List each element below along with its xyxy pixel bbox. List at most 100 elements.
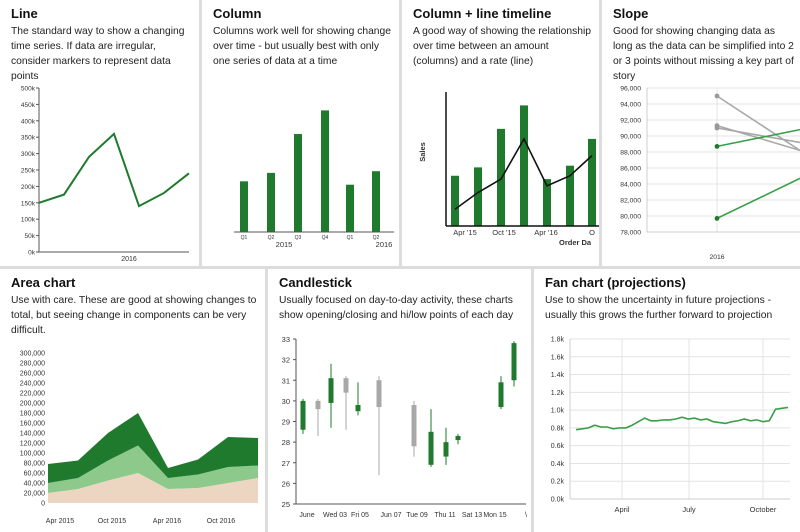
slope-point (714, 125, 720, 131)
x-tick-label: Oct '15 (492, 228, 516, 237)
slope-line (716, 95, 800, 152)
y-tick-label: 20,000 (24, 491, 46, 498)
y-tick-label: 1.6k (551, 354, 565, 361)
y-tick-label: 30 (282, 397, 290, 406)
candle-body (511, 343, 517, 381)
y-tick-label: 88,000 (620, 150, 641, 157)
x-tick-label: Wed 03 (323, 512, 347, 519)
y-tick-label: 300k (21, 151, 36, 158)
y-tick-label: 300,000 (20, 351, 45, 358)
y-tick-label: 180,000 (20, 411, 45, 418)
panel-title: Column (213, 6, 262, 21)
candle-body (328, 378, 334, 403)
candlestick-chart: 25 26 27 28 29 30 31 32 33 June Wed 03 Fri 05 Jun 07… (282, 335, 527, 519)
y-tick-label: 100,000 (20, 451, 45, 458)
x-tick-label: O (589, 228, 595, 237)
y-tick-label: 240,000 (20, 381, 45, 388)
panel-title: Line (11, 6, 38, 21)
panel-line: Line The standard way to show a changing… (0, 0, 199, 266)
candle-body (315, 400, 321, 410)
y-tick-label: 0.8k (551, 425, 565, 432)
panel-title: Slope (613, 6, 649, 21)
column-bar (474, 167, 482, 226)
x-tick-label: Q3 (295, 235, 302, 241)
x-tick-label: June (299, 512, 314, 519)
x-tick-label: October (750, 505, 777, 514)
y-tick-label: 350k (21, 135, 36, 142)
panel-title: Column + line timeline (413, 6, 552, 21)
column-bar (346, 184, 354, 232)
y-tick-label: 96,000 (620, 86, 641, 93)
fan-chart: 0.0k 0.2k 0.4k 0.6k 0.8k 1.0k 1.2k 1.4k 1.6k 1.8k… (551, 337, 790, 514)
candle-body (355, 405, 361, 412)
x-tick-label: Sat 13 (462, 512, 482, 519)
x-tick-label: Q1 (241, 235, 248, 241)
panel-description: The standard way to show a changing time… (11, 26, 185, 82)
y-tick-label: 25 (282, 500, 290, 509)
y-tick-label: 27 (282, 459, 290, 468)
column-bar (543, 179, 551, 226)
y-tick-label: 220,000 (20, 391, 45, 398)
x-tick-label: Fri 05 (351, 512, 369, 519)
x-tick-label: Oct 2016 (207, 518, 236, 525)
y-axis-label: Sales (418, 142, 427, 162)
panel-description: A good way of showing the relationship o… (413, 26, 592, 67)
panel-area: Area chart Use with care. These are good… (0, 269, 265, 532)
y-tick-label: 0.2k (551, 479, 565, 486)
y-tick-label: 1.0k (551, 408, 565, 415)
panel-column: Column Columns work well for showing cha… (202, 0, 399, 266)
y-tick-label: 1.8k (551, 337, 565, 344)
column-bar (240, 181, 248, 232)
rate-line (454, 137, 593, 210)
candle-body (428, 431, 434, 465)
y-tick-label: 86,000 (620, 166, 641, 173)
candle-body (376, 380, 382, 408)
column-bar (497, 128, 505, 226)
column-bar (372, 171, 380, 232)
y-tick-label: 120,000 (20, 441, 45, 448)
column-bar (588, 138, 596, 226)
column-bar (294, 134, 302, 232)
y-tick-label: 500k (21, 86, 36, 93)
x-tick-label: 2016 (709, 254, 724, 261)
column-bar (321, 110, 329, 232)
y-tick-label: 0.0k (551, 497, 565, 504)
x-tick-label: Jun 07 (380, 512, 401, 519)
x-tick-label: Q4 (322, 235, 329, 241)
slope-point (714, 144, 720, 149)
y-tick-label: 280,000 (20, 361, 45, 368)
column-bar (451, 175, 459, 226)
x-tick-label: Apr '15 (453, 228, 477, 237)
y-tick-label: 1.4k (551, 372, 565, 379)
area-layer (48, 413, 258, 483)
projection-line (575, 406, 789, 431)
slope-chart: 78,000 80,000 82,000 84,000 86,000 88,000 90,0… (620, 86, 800, 261)
y-tick-label: 0.6k (551, 443, 565, 450)
y-tick-label: 200,000 (20, 401, 45, 408)
y-tick-label: 60,000 (24, 471, 46, 478)
y-tick-label: 26 (282, 479, 290, 488)
y-tick-label: 92,000 (620, 118, 641, 125)
y-tick-label: 160,000 (20, 421, 45, 428)
panel-column-line: Column + line timeline A good way of sho… (402, 0, 599, 266)
y-tick-label: 90,000 (620, 134, 641, 141)
y-tick-label: 82,000 (620, 198, 641, 205)
y-tick-label: 1.2k (551, 390, 565, 397)
y-tick-label: 84,000 (620, 182, 641, 189)
candle-body (443, 442, 449, 457)
x-tick-label: July (682, 505, 696, 514)
x-tick-label: April (614, 505, 629, 514)
x-tick-label: 2016 (121, 256, 137, 263)
slope-point (714, 216, 720, 221)
candle-body (498, 382, 504, 408)
slope-line (716, 127, 800, 144)
y-tick-label: 80,000 (620, 214, 641, 221)
y-tick-label: 94,000 (620, 102, 641, 109)
x-tick-label: Apr '16 (534, 228, 558, 237)
y-tick-label: 450k (21, 102, 36, 109)
panel-title: Area chart (11, 275, 76, 290)
slope-line (716, 177, 800, 220)
y-tick-label: 28 (282, 438, 290, 447)
y-tick-label: 33 (282, 335, 290, 344)
